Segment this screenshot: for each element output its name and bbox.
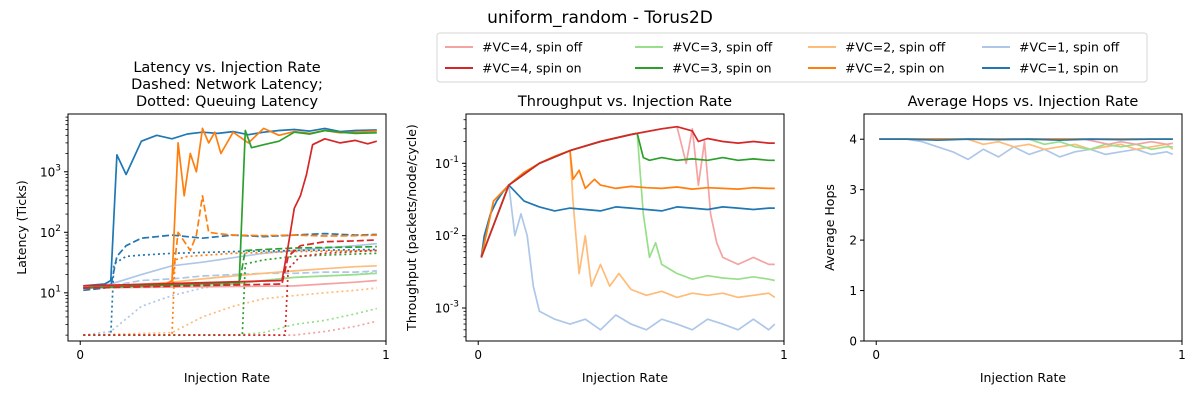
x-tick-label: 1 xyxy=(382,348,390,362)
series-line xyxy=(83,264,377,289)
series-line xyxy=(83,279,377,289)
x-tick-label: 0 xyxy=(872,348,880,362)
y-tick-label: 3 xyxy=(849,183,857,197)
legend-label: #VC=3, spin off xyxy=(672,40,773,55)
series-line xyxy=(480,125,775,258)
series-line xyxy=(83,194,377,289)
x-tick-label: 0 xyxy=(474,348,482,362)
series-line xyxy=(879,138,1173,142)
legend-entry: #VC=4, spin on xyxy=(445,61,582,76)
y-axis-label: Latency (Ticks) xyxy=(14,180,29,274)
series-line xyxy=(83,287,377,336)
y-tick-label: 101 xyxy=(40,284,61,300)
series-line xyxy=(83,239,377,289)
series-line xyxy=(879,138,1173,151)
chart-panel-2: Throughput vs. Injection Rate 0 1 10-3 10-2 1… xyxy=(404,94,788,385)
series-line xyxy=(480,149,775,258)
y-tick-label: 4 xyxy=(849,133,857,147)
legend-label: #VC=1, spin on xyxy=(1019,61,1119,76)
series-line xyxy=(83,270,377,292)
legend-frame xyxy=(436,32,1148,83)
y-tick-label: 102 xyxy=(40,224,61,240)
axes-frame xyxy=(863,113,1183,342)
chart-title-line: Throughput vs. Injection Rate xyxy=(517,94,732,110)
legend-entry: #VC=4, spin off xyxy=(445,40,583,55)
series-line xyxy=(879,138,1174,151)
chart-title-line: Average Hops vs. Injection Rate xyxy=(908,94,1139,110)
series-line xyxy=(83,320,377,336)
x-axis-label: Injection Rate xyxy=(980,370,1067,385)
legend-entry: #VC=3, spin off xyxy=(635,40,773,55)
legend-label: #VC=4, spin on xyxy=(482,61,582,76)
axes-frame xyxy=(67,113,387,342)
legend-label: #VC=1, spin off xyxy=(1019,40,1120,55)
legend: #VC=4, spin off #VC=3, spin off #VC=2, spi… xyxy=(436,32,1148,83)
y-tick-label: 2 xyxy=(849,234,857,248)
legend-entry: #VC=1, spin on xyxy=(982,61,1119,76)
legend-entry: #VC=1, spin off xyxy=(982,40,1120,55)
series-line xyxy=(83,127,377,289)
series-line xyxy=(83,249,377,336)
y-axis-label: Average Hops xyxy=(822,184,837,271)
y-tick-label: 0 xyxy=(849,335,857,349)
legend-label: #VC=2, spin off xyxy=(845,40,946,55)
series-line xyxy=(83,232,377,292)
y-tick-label: 10-2 xyxy=(435,227,459,243)
chart-title-line: Latency vs. Injection Rate xyxy=(133,60,320,76)
chart-title-line: Dashed: Network Latency; xyxy=(131,77,323,93)
series-line xyxy=(83,137,378,287)
chart-panel-3: Average Hops vs. Injection Rate 0 1 0 1 2 3 4 In… xyxy=(822,94,1186,385)
series-group xyxy=(480,125,776,331)
series-group xyxy=(83,127,378,336)
legend-label: #VC=3, spin on xyxy=(672,61,772,76)
series-line xyxy=(83,245,377,289)
legend-entry: #VC=3, spin on xyxy=(635,61,772,76)
series-line xyxy=(83,252,377,336)
legend-entry: #VC=2, spin off xyxy=(808,40,946,55)
x-tick-label: 1 xyxy=(780,348,788,362)
legend-entry: #VC=2, spin on xyxy=(808,61,945,76)
legend-label: #VC=2, spin on xyxy=(845,61,945,76)
series-line xyxy=(83,129,377,289)
legend-label: #VC=4, spin off xyxy=(482,40,583,55)
series-line xyxy=(83,242,377,289)
series-group xyxy=(879,138,1174,161)
series-line xyxy=(83,127,377,287)
y-tick-label: 10-1 xyxy=(435,155,459,171)
series-line xyxy=(83,272,377,289)
series-line xyxy=(480,132,775,258)
y-axis-label: Throughput (packets/node/cycle) xyxy=(404,124,419,332)
y-tick-label: 10-3 xyxy=(435,300,459,316)
series-line xyxy=(83,248,377,336)
series-line xyxy=(83,249,377,336)
x-axis-label: Injection Rate xyxy=(184,370,271,385)
series-line xyxy=(83,307,378,336)
figure-suptitle: uniform_random - Torus2D xyxy=(487,8,713,28)
y-tick-label: 103 xyxy=(40,163,61,179)
x-axis-label: Injection Rate xyxy=(582,370,669,385)
series-line xyxy=(879,138,1174,161)
x-tick-label: 0 xyxy=(76,348,84,362)
series-line xyxy=(480,125,775,266)
series-line xyxy=(480,184,775,258)
y-tick-label: 1 xyxy=(849,284,857,298)
axes-frame xyxy=(465,113,785,342)
x-tick-label: 1 xyxy=(1178,348,1186,362)
chart-title-line: Dotted: Queuing Latency xyxy=(136,94,319,110)
